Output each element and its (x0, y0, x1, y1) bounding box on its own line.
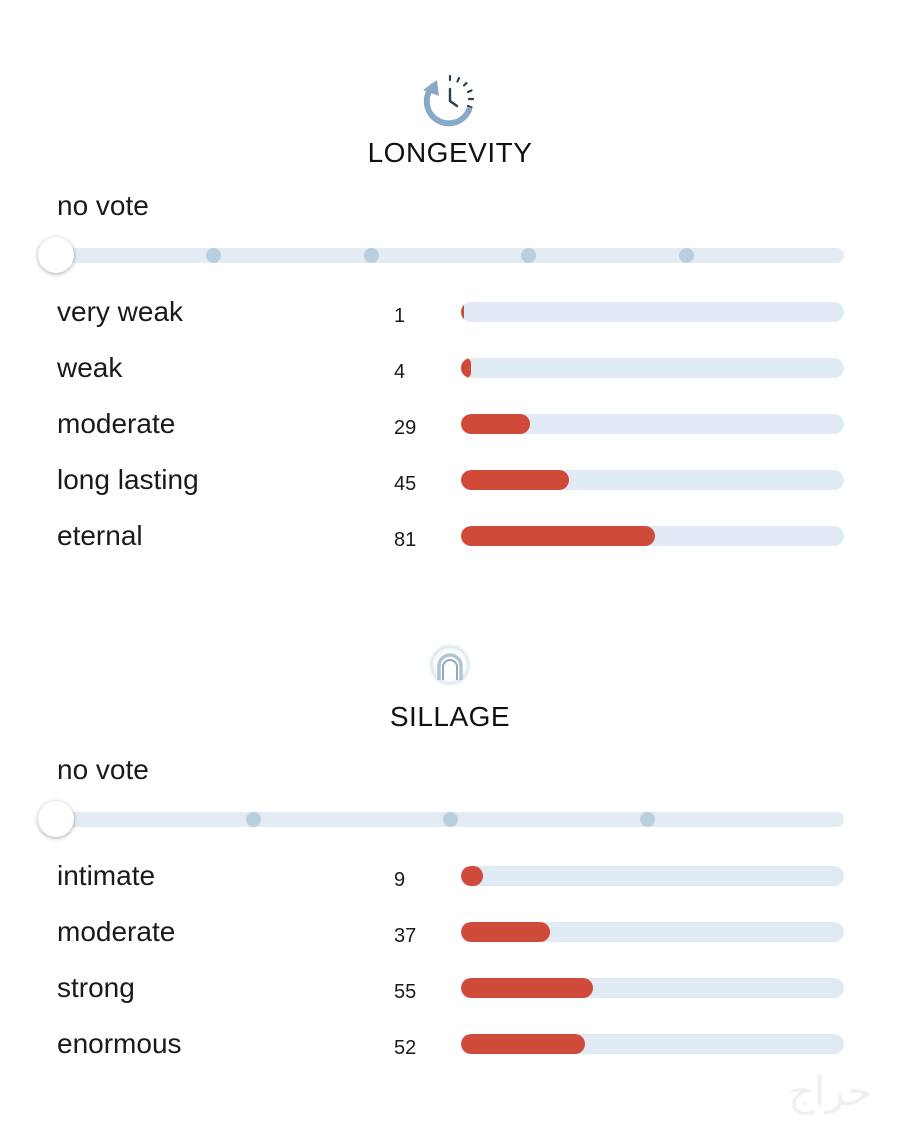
slider-stop[interactable] (679, 248, 694, 263)
watermark-logo: حراج (788, 1069, 872, 1115)
row-label: eternal (57, 520, 143, 551)
slider-stop[interactable] (246, 812, 261, 827)
bar-fill (461, 470, 569, 490)
slider-stop[interactable] (364, 248, 379, 263)
bar-track (461, 866, 844, 886)
longevity-row: eternal 81 (0, 516, 900, 556)
sillage-slider-thumb[interactable] (38, 801, 74, 837)
row-count: 9 (394, 869, 406, 891)
slider-stop[interactable] (443, 812, 458, 827)
row-label: strong (57, 972, 135, 1003)
bar-track (461, 922, 844, 942)
clock-refresh-icon (423, 74, 475, 127)
row-label: very weak (57, 296, 184, 327)
slider-stop[interactable] (206, 248, 221, 263)
sillage-slider[interactable] (56, 812, 844, 827)
longevity-row: very weak 1 (0, 292, 900, 332)
row-label: moderate (57, 916, 176, 947)
slider-stop[interactable] (640, 812, 655, 827)
bar-track (461, 302, 844, 322)
row-count: 52 (394, 1037, 417, 1059)
sillage-vote-label: no vote (57, 754, 149, 785)
longevity-vote-label: no vote (57, 190, 149, 221)
bar-track (461, 1034, 844, 1054)
sillage-icon-wrap (0, 642, 900, 688)
sillage-row: moderate 37 (0, 912, 900, 952)
row-count: 55 (394, 981, 417, 1003)
longevity-row: weak 4 (0, 348, 900, 388)
sillage-row: intimate 9 (0, 856, 900, 896)
row-count: 81 (394, 529, 417, 551)
row-count: 37 (394, 925, 417, 947)
row-label: moderate (57, 408, 176, 439)
longevity-icon-wrap (0, 72, 900, 132)
sillage-title: SILLAGE (389, 701, 511, 732)
longevity-row: moderate 29 (0, 404, 900, 444)
slider-stop[interactable] (521, 248, 536, 263)
row-label: enormous (57, 1028, 182, 1059)
bar-track (461, 526, 844, 546)
row-count: 1 (394, 305, 406, 327)
bar-fill (461, 978, 593, 998)
person-aura-icon (427, 642, 473, 688)
bar-fill (461, 1034, 585, 1054)
longevity-slider[interactable] (56, 248, 844, 263)
bar-track (461, 414, 844, 434)
row-label: weak (57, 352, 123, 383)
bar-track (461, 358, 844, 378)
bar-fill (461, 866, 483, 886)
row-label: intimate (57, 860, 156, 891)
longevity-section: LONGEVITY no vote very weak 1 weak 4 mod… (0, 72, 900, 556)
bar-fill (461, 414, 530, 434)
bar-fill (461, 922, 550, 942)
bar-fill (461, 526, 655, 546)
bar-fill (461, 358, 471, 378)
sillage-row: enormous 52 (0, 1024, 900, 1064)
bar-fill (461, 302, 464, 322)
row-label: long lasting (57, 464, 199, 495)
row-count: 29 (394, 417, 417, 439)
bar-track (461, 978, 844, 998)
longevity-slider-thumb[interactable] (38, 237, 74, 273)
row-count: 4 (394, 361, 406, 383)
row-count: 45 (394, 473, 417, 495)
bar-track (461, 470, 844, 490)
sillage-row: strong 55 (0, 968, 900, 1008)
longevity-row: long lasting 45 (0, 460, 900, 500)
longevity-title: LONGEVITY (367, 137, 533, 168)
